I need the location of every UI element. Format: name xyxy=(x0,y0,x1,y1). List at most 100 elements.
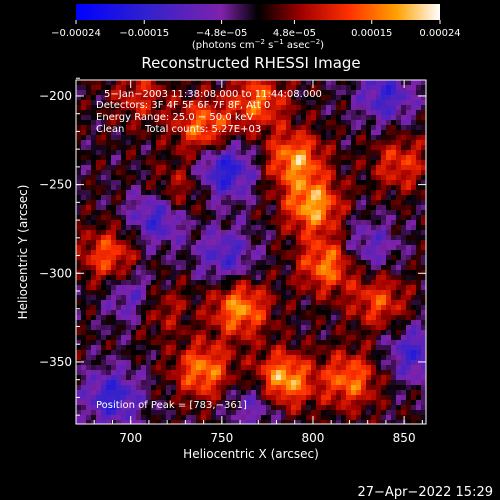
heatmap-cell xyxy=(351,280,356,285)
heatmap-cell xyxy=(111,365,116,370)
heatmap-cell xyxy=(311,115,316,120)
heatmap-cell xyxy=(286,305,291,310)
heatmap-cell xyxy=(111,215,116,220)
heatmap-cell xyxy=(326,350,331,355)
heatmap-cell xyxy=(186,385,191,390)
heatmap-cell xyxy=(226,195,231,200)
heatmap-cell xyxy=(351,330,356,335)
heatmap-cell xyxy=(306,150,311,155)
heatmap-cell xyxy=(246,365,251,370)
colorbar-tick-label: 4.8e−05 xyxy=(273,28,316,39)
heatmap-cell xyxy=(316,170,321,175)
heatmap-cell xyxy=(166,265,171,270)
heatmap-cell xyxy=(331,245,336,250)
heatmap-cell xyxy=(236,310,241,315)
heatmap-cell xyxy=(141,400,146,405)
heatmap-cell xyxy=(411,100,416,105)
heatmap-cell xyxy=(281,285,286,290)
heatmap-cell xyxy=(256,180,261,185)
heatmap-cell xyxy=(356,85,361,90)
heatmap-cell xyxy=(321,215,326,220)
heatmap-cell xyxy=(261,390,266,395)
heatmap-cell xyxy=(321,310,326,315)
heatmap-cell xyxy=(366,255,371,260)
heatmap-cell xyxy=(351,420,356,424)
heatmap-cell xyxy=(256,310,261,315)
heatmap-cell xyxy=(296,170,301,175)
heatmap-cell xyxy=(86,135,91,140)
heatmap-cell xyxy=(261,305,266,310)
heatmap-cell xyxy=(191,100,196,105)
heatmap-cell xyxy=(86,175,91,180)
heatmap-cell xyxy=(196,115,201,120)
heatmap-cell xyxy=(161,80,166,85)
heatmap-cell xyxy=(341,275,346,280)
heatmap-cell xyxy=(86,410,91,415)
heatmap-cell xyxy=(226,360,231,365)
heatmap-cell xyxy=(346,125,351,130)
heatmap-cell xyxy=(101,180,106,185)
heatmap-cell xyxy=(191,190,196,195)
heatmap-cell xyxy=(301,325,306,330)
heatmap-cell xyxy=(116,310,121,315)
heatmap-cell xyxy=(136,140,141,145)
heatmap-cell xyxy=(231,395,236,400)
heatmap-cell xyxy=(306,230,311,235)
heatmap-cell xyxy=(351,410,356,415)
heatmap-cell xyxy=(276,325,281,330)
heatmap-cell xyxy=(261,320,266,325)
heatmap-cell xyxy=(281,310,286,315)
heatmap-cell xyxy=(186,220,191,225)
heatmap-cell xyxy=(126,295,131,300)
heatmap-cell xyxy=(211,180,216,185)
heatmap-cell xyxy=(376,360,381,365)
heatmap-cell xyxy=(231,90,236,95)
heatmap-cell xyxy=(156,365,161,370)
heatmap-cell xyxy=(136,160,141,165)
heatmap-cell xyxy=(321,385,326,390)
heatmap-cell xyxy=(161,150,166,155)
heatmap-cell xyxy=(381,125,386,130)
heatmap-cell xyxy=(121,390,126,395)
heatmap-cell xyxy=(111,415,116,420)
heatmap-cell xyxy=(201,390,206,395)
heatmap-cell xyxy=(261,330,266,335)
heatmap-cell xyxy=(91,80,96,85)
heatmap-cell xyxy=(341,90,346,95)
heatmap-cell xyxy=(146,85,151,90)
heatmap-cell xyxy=(421,295,426,300)
heatmap-cell xyxy=(311,120,316,125)
heatmap-cell xyxy=(301,175,306,180)
heatmap-cell xyxy=(121,395,126,400)
heatmap-cell xyxy=(246,370,251,375)
heatmap-cell xyxy=(311,160,316,165)
heatmap-cell xyxy=(336,205,341,210)
heatmap-cell xyxy=(351,325,356,330)
heatmap-cell xyxy=(346,410,351,415)
heatmap-cell xyxy=(76,165,81,170)
heatmap-cell xyxy=(121,420,126,424)
heatmap-cell xyxy=(326,235,331,240)
heatmap-cell xyxy=(301,290,306,295)
heatmap-cell xyxy=(391,420,396,424)
heatmap-cell xyxy=(186,130,191,135)
heatmap-cell xyxy=(201,110,206,115)
heatmap-cell xyxy=(216,290,221,295)
heatmap-cell xyxy=(211,190,216,195)
heatmap-cell xyxy=(301,345,306,350)
heatmap-cell xyxy=(421,405,426,410)
heatmap-cell xyxy=(316,140,321,145)
heatmap-cell xyxy=(296,330,301,335)
heatmap-cell xyxy=(101,375,106,380)
heatmap-cell xyxy=(151,340,156,345)
heatmap-cell xyxy=(196,355,201,360)
heatmap-cell xyxy=(166,155,171,160)
heatmap-cell xyxy=(116,145,121,150)
heatmap-cell xyxy=(346,390,351,395)
heatmap-cell xyxy=(171,410,176,415)
heatmap-cell xyxy=(191,90,196,95)
heatmap-cell xyxy=(361,280,366,285)
heatmap-cell xyxy=(336,100,341,105)
heatmap-cell xyxy=(336,375,341,380)
heatmap-cell xyxy=(336,270,341,275)
